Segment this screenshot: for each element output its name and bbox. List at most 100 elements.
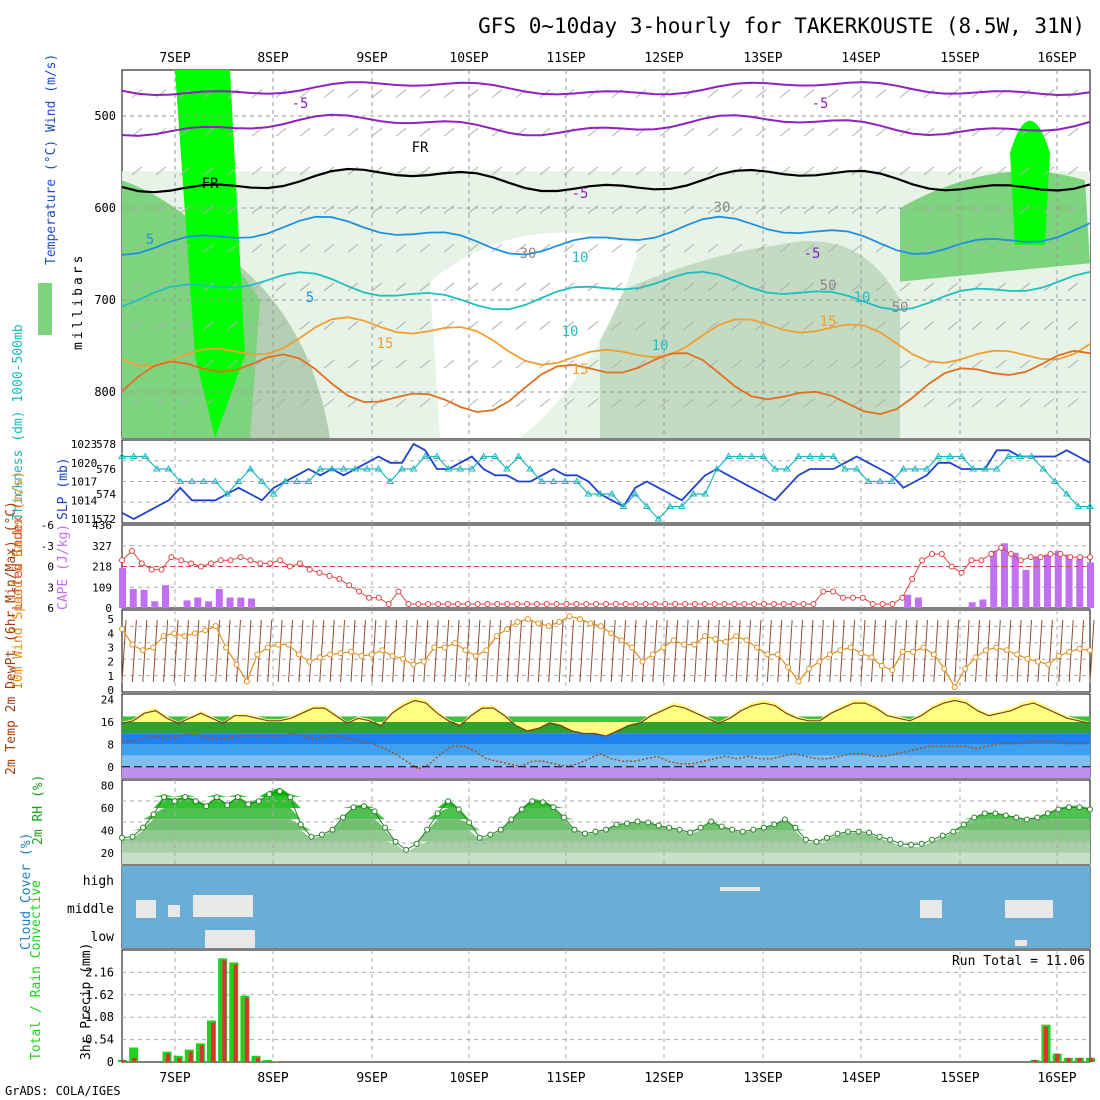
wind-barb <box>779 89 791 98</box>
wind-barb <box>1043 243 1055 253</box>
precip-run-total: Run Total = 11.06 <box>952 954 1085 969</box>
wind-barb <box>251 243 263 253</box>
wind-barb-10m <box>558 619 564 683</box>
contour-label: 5 <box>146 232 154 248</box>
wind-barb-10m <box>298 619 304 683</box>
lifted-index-marker <box>978 557 985 564</box>
wind-speed-marker <box>899 648 906 655</box>
date-label-top: 14SEP <box>841 51 880 66</box>
lifted-index-marker <box>938 551 945 557</box>
wind-barb-10m <box>267 619 273 683</box>
wind-barb <box>659 359 671 369</box>
thickness-marker <box>1027 452 1036 459</box>
wind-speed-marker <box>618 637 625 644</box>
precip-total-bar <box>129 1047 139 1062</box>
rh-marker <box>887 836 894 843</box>
wind-barb <box>1067 127 1079 137</box>
thickness-marker <box>421 452 430 459</box>
thickness-marker <box>304 477 313 484</box>
thickness-marker <box>188 477 196 484</box>
lifted-tick-label: 3 <box>47 581 54 594</box>
wind-speed-line <box>121 615 1091 689</box>
wind-speed-marker <box>347 648 354 655</box>
thickness-marker <box>969 465 978 472</box>
wind-barb <box>443 359 455 369</box>
wind-barb <box>611 205 623 214</box>
thickness-marker <box>771 465 779 472</box>
wind-barb-10m <box>579 619 585 683</box>
wind-barb <box>299 321 311 330</box>
thickness-marker <box>502 465 511 472</box>
wind-barb-10m <box>433 619 439 683</box>
wind-barb <box>395 243 407 253</box>
wind-barb <box>1043 398 1055 408</box>
wind-barb <box>131 166 143 176</box>
wind-barb <box>995 359 1007 369</box>
wind-speed-marker <box>368 651 375 658</box>
wind-barb-10m <box>194 619 200 683</box>
thickness-marker <box>841 465 849 472</box>
cape-bar <box>968 602 976 608</box>
wind-barb <box>227 321 239 330</box>
wind-speed-marker <box>889 667 896 674</box>
wind-barb <box>515 398 527 408</box>
date-label-top: 15SEP <box>940 51 979 66</box>
cloud-block <box>720 887 760 891</box>
wind-speed-marker <box>1014 651 1021 658</box>
wind-speed-marker <box>805 665 812 672</box>
wind-barb <box>971 205 983 214</box>
thickness-marker <box>572 477 581 484</box>
wind-speed-marker <box>764 651 771 658</box>
wind-barb <box>323 205 335 214</box>
rh-marker <box>371 808 378 815</box>
wind-barb-10m <box>548 619 554 683</box>
rh-marker <box>224 802 231 809</box>
wind-barb <box>683 205 695 214</box>
lifted-index-marker <box>682 601 689 607</box>
wind-barb <box>971 166 983 176</box>
wind-barb <box>611 321 623 330</box>
precip-tick-label: 1.08 <box>85 1010 114 1024</box>
wind-speed-marker <box>1066 648 1073 655</box>
wind-speed-marker <box>472 652 479 659</box>
precip-conv-bar <box>132 1057 137 1062</box>
cloud-block <box>136 900 156 918</box>
wind-barb-10m <box>360 619 366 683</box>
thickness-marker <box>981 465 989 472</box>
cloud-bg <box>122 866 1090 948</box>
cape-bar <box>979 599 987 608</box>
wind-barb <box>491 205 503 214</box>
date-label-top: 16SEP <box>1037 51 1076 66</box>
cape-bar <box>904 594 912 608</box>
wind-barb <box>155 166 167 176</box>
lifted-index-marker <box>948 563 955 570</box>
wind-barb <box>539 205 551 214</box>
rh-marker <box>487 831 494 838</box>
wind-barb <box>827 359 839 369</box>
wind-barb <box>611 243 623 253</box>
wind-barb-10m <box>683 619 689 683</box>
axis-label-wind10m: 10m Wind Speed & Barbs (m/s) <box>11 471 26 690</box>
rh-tick-label: 20 <box>101 847 114 860</box>
wind-barb-10m <box>371 619 377 683</box>
wind-barb-10m <box>808 619 814 683</box>
precip-conv-bar <box>1055 1053 1060 1062</box>
wind-barb <box>899 282 911 292</box>
thickness-marker <box>176 477 185 484</box>
precip-conv-bar <box>1077 1057 1082 1062</box>
wind-barb <box>851 398 863 408</box>
wind-speed-marker <box>358 652 365 659</box>
temp-contour-m5 <box>121 113 1091 137</box>
thickness-marker <box>1004 452 1013 459</box>
wind-barb <box>323 89 335 98</box>
wind-barb <box>995 398 1007 408</box>
wind-barb <box>251 398 263 408</box>
lifted-index-marker <box>138 560 145 567</box>
lifted-index-marker <box>691 601 698 607</box>
thickness-marker <box>129 452 138 459</box>
date-label-bottom: 9SEP <box>356 1071 387 1086</box>
lifted-index-marker <box>800 601 807 607</box>
lifted-index-marker <box>277 557 284 564</box>
wind-barb <box>731 321 743 330</box>
wind-speed-marker <box>379 647 386 654</box>
